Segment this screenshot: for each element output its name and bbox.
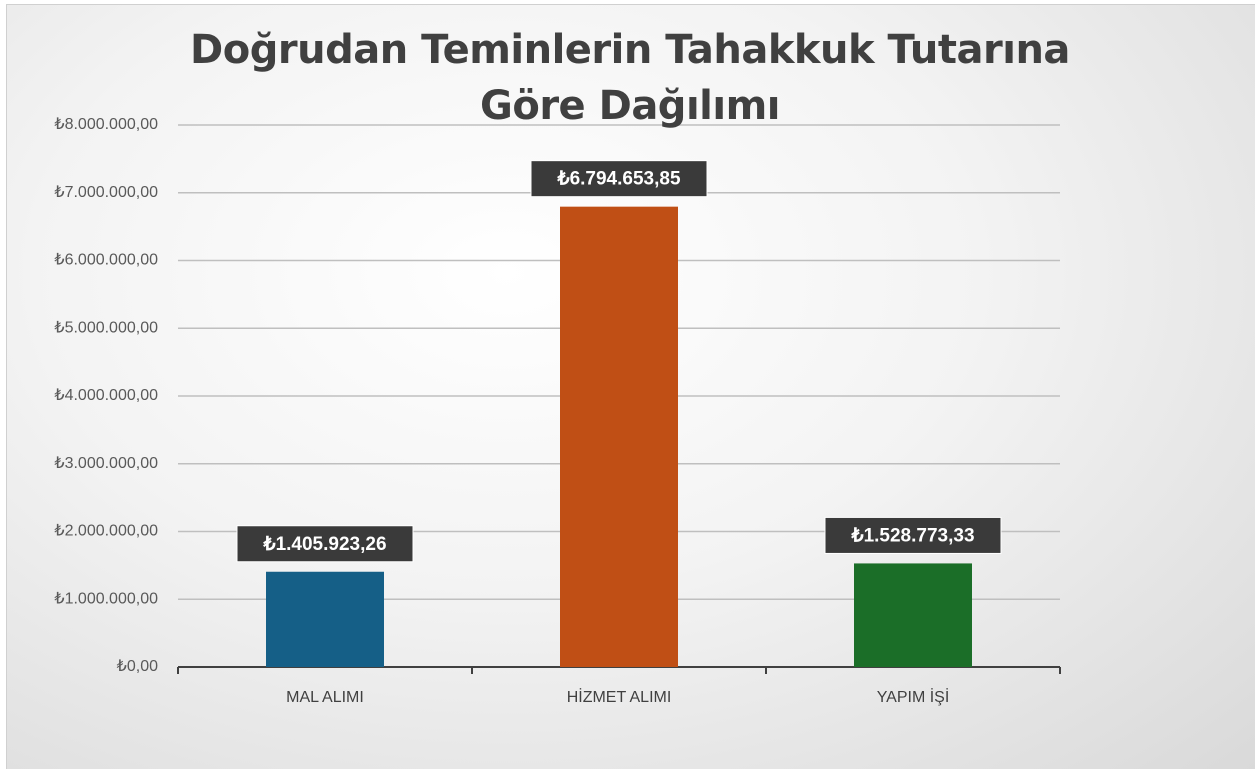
value-label: ₺1.528.773,33 — [850, 525, 974, 546]
x-tick-label: YAPIM İŞİ — [877, 687, 950, 706]
y-tick-label: ₺5.000.000,00 — [54, 319, 158, 336]
bar — [266, 571, 384, 667]
y-tick-label: ₺6.000.000,00 — [54, 252, 158, 269]
y-tick-label: ₺7.000.000,00 — [54, 184, 158, 201]
value-label-box — [530, 160, 708, 198]
value-label-box — [824, 516, 1002, 554]
y-tick-label: ₺4.000.000,00 — [54, 387, 158, 404]
x-tick-label: HİZMET ALIMI — [567, 687, 672, 706]
value-label: ₺1.405.923,26 — [262, 534, 386, 555]
x-tick-label: MAL ALIMI — [286, 689, 364, 706]
bar — [854, 563, 972, 667]
value-label-box — [236, 525, 414, 563]
y-tick-label: ₺0,00 — [117, 658, 158, 675]
chart-title: Doğrudan Teminlerin Tahakkuk Tutarına Gö… — [190, 27, 1070, 129]
y-tick-label: ₺3.000.000,00 — [54, 455, 158, 472]
bar — [560, 206, 678, 667]
y-tick-label: ₺8.000.000,00 — [54, 116, 158, 133]
y-tick-label: ₺2.000.000,00 — [54, 523, 158, 540]
value-label: ₺6.794.653,85 — [556, 169, 680, 190]
y-tick-label: ₺1.000.000,00 — [54, 590, 158, 607]
